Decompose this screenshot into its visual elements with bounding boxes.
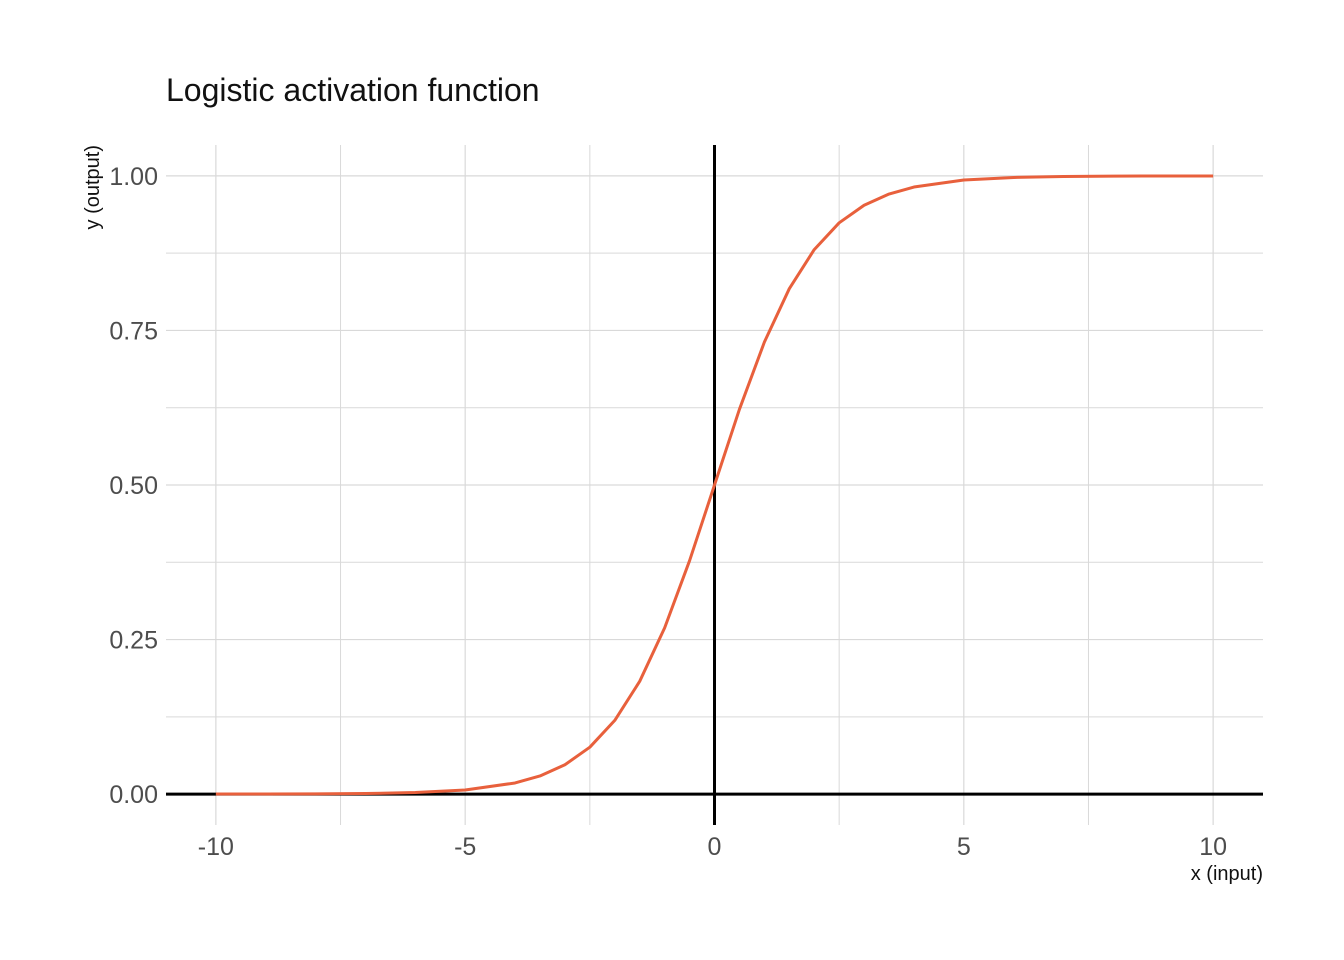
series-layer xyxy=(215,174,1214,796)
x-tick-label: 5 xyxy=(957,833,971,861)
y-axis-title: y (output) xyxy=(82,145,104,229)
x-axis-title: x (input) xyxy=(1191,863,1263,885)
y-tick-label: 0.50 xyxy=(109,472,158,500)
x-tick-labels: -10 -5 0 5 10 xyxy=(198,833,1227,861)
x-tick-label: -10 xyxy=(198,833,234,861)
y-tick-label: 0.75 xyxy=(109,317,158,345)
y-tick-label: 1.00 xyxy=(109,163,158,191)
y-tick-label: 0.25 xyxy=(109,627,158,655)
x-tick-label: -5 xyxy=(454,833,476,861)
x-tick-label: 10 xyxy=(1199,833,1227,861)
y-tick-label: 0.00 xyxy=(109,781,158,809)
chart-title: Logistic activation function xyxy=(166,72,540,108)
y-tick-labels: 0.00 0.25 0.50 0.75 1.00 xyxy=(109,163,158,809)
x-tick-label: 0 xyxy=(708,833,722,861)
logistic-curve xyxy=(215,174,1214,796)
